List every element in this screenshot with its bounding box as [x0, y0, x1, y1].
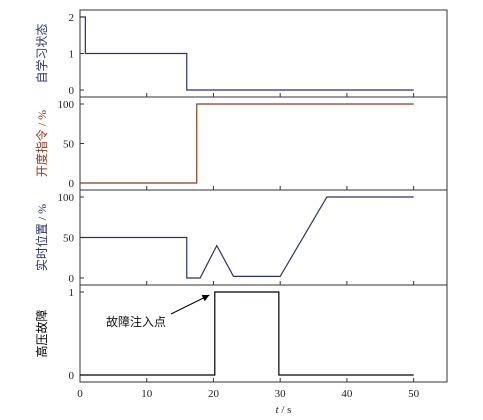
panel-1: 0 1 2 自学习状态 [34, 9, 448, 98]
y-tick-label: 0 [69, 273, 75, 285]
y-tick-label: 50 [63, 139, 75, 151]
series-line [80, 16, 414, 91]
annotation-arrow [170, 294, 210, 315]
x-tick-label: 10 [141, 388, 153, 400]
panel-3: 0 50 100 实时位置 / % [34, 189, 448, 286]
panel-frame [79, 96, 448, 191]
y-tick-label: 2 [69, 12, 75, 24]
annotation-text: 故障注入点 [106, 314, 166, 329]
series-line [80, 103, 414, 184]
x-axis-label-variable: t [276, 404, 280, 416]
y-tick-label: 100 [58, 99, 75, 111]
annotation-arrowhead [201, 294, 210, 302]
y-tick-label: 1 [69, 287, 75, 299]
panel-2: 0 50 100 开度指令 / % [34, 96, 448, 191]
y-axis-label: 实时位置 / % [34, 204, 49, 271]
series-line [80, 291, 414, 376]
panel-frame [79, 284, 448, 383]
y-tick-label: 100 [58, 192, 75, 204]
y-tick-label: 0 [69, 370, 75, 382]
x-tick-label: 20 [208, 388, 220, 400]
y-axis-label: 自学习状态 [34, 23, 49, 83]
y-axis-label: 开度指令 / % [34, 110, 49, 177]
series-line [80, 196, 414, 279]
y-tick-label: 0 [69, 178, 75, 190]
y-axis-label: 高压故障 [34, 309, 49, 357]
y-tick-label: 0 [69, 85, 75, 97]
x-axis-label-unit: / s [279, 404, 292, 416]
x-tick-label: 40 [341, 388, 353, 400]
x-tick-label: 50 [408, 388, 420, 400]
x-axis-label: t / s [276, 404, 292, 416]
y-tick-label: 50 [63, 233, 75, 245]
y-tick-label: 1 [69, 49, 75, 61]
x-tick-label: 0 [77, 388, 83, 400]
x-tick-label: 30 [275, 388, 287, 400]
